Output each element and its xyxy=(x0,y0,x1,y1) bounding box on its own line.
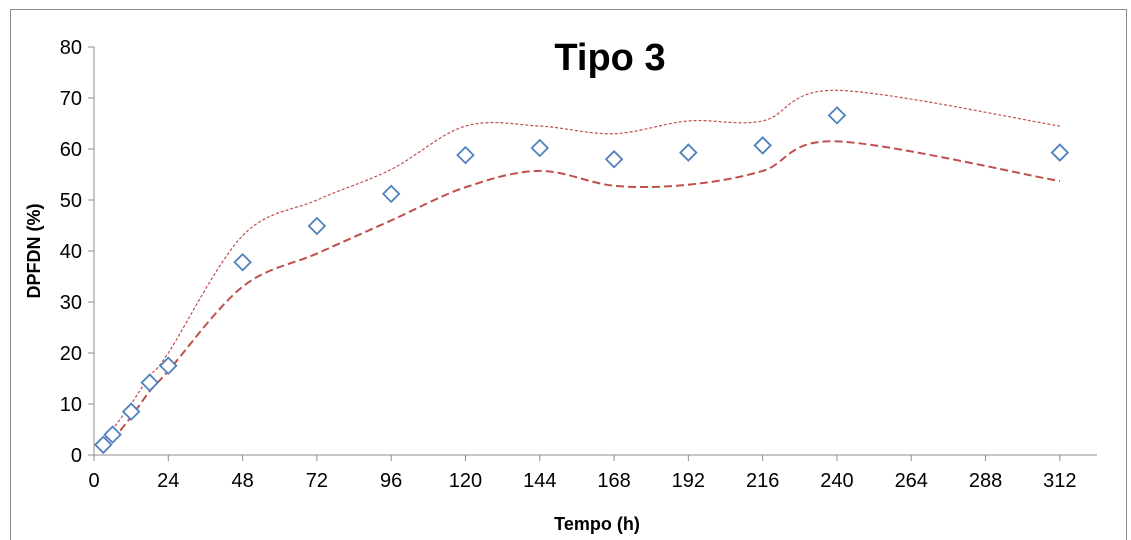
data-point xyxy=(307,216,327,236)
y-tick-label: 30 xyxy=(60,292,82,314)
series-points xyxy=(94,106,1070,455)
data-point xyxy=(530,138,550,158)
x-tick-label: 168 xyxy=(597,470,630,492)
data-point xyxy=(679,143,698,162)
series-lines xyxy=(102,89,1061,449)
data-point xyxy=(1050,143,1070,162)
y-tick-label: 70 xyxy=(60,88,82,110)
data-point xyxy=(604,149,624,169)
x-tick-label: 264 xyxy=(895,470,928,492)
x-tick-label: 0 xyxy=(88,470,99,492)
x-tick-label: 240 xyxy=(820,470,853,492)
x-tick-label: 216 xyxy=(746,470,779,492)
y-tick-label: 50 xyxy=(60,190,82,212)
y-tick-label: 80 xyxy=(60,37,82,59)
chart-area-border xyxy=(10,9,1127,540)
data-point xyxy=(94,435,113,455)
y-axis-title: DPFDN (%) xyxy=(24,204,44,299)
y-tick-label: 10 xyxy=(60,394,82,416)
series-line-1 xyxy=(102,89,1060,443)
data-point xyxy=(140,373,159,392)
data-point xyxy=(456,145,475,165)
x-tick-label: 312 xyxy=(1043,470,1076,492)
series-line-2 xyxy=(102,140,1061,449)
data-point xyxy=(827,106,847,125)
x-tick-label: 192 xyxy=(672,470,705,492)
y-tick-label: 20 xyxy=(60,343,82,365)
data-point xyxy=(121,402,141,421)
x-tick-label: 144 xyxy=(523,470,556,492)
x-tick-label: 72 xyxy=(306,470,328,492)
y-ticks: 0 10 20 30 40 50 60 70 80 xyxy=(60,37,94,467)
y-tick-label: 0 xyxy=(71,445,82,467)
x-tick-label: 288 xyxy=(969,470,1002,492)
data-point xyxy=(159,356,178,376)
x-axis-title: Tempo (h) xyxy=(554,514,640,534)
x-ticks: 0 24 48 72 96 120 144 168 192 216 240 264 288 312 xyxy=(88,455,1077,492)
x-tick-label: 48 xyxy=(231,470,253,492)
data-point xyxy=(753,136,772,155)
y-tick-label: 40 xyxy=(60,241,82,263)
axes xyxy=(93,47,1097,456)
chart-title: Tipo 3 xyxy=(554,37,665,79)
data-point xyxy=(233,252,252,272)
data-point xyxy=(381,184,401,204)
y-tick-label: 60 xyxy=(60,139,82,161)
data-point xyxy=(103,425,122,444)
x-tick-label: 24 xyxy=(157,470,179,492)
x-tick-label: 96 xyxy=(380,470,402,492)
x-tick-label: 120 xyxy=(449,470,482,492)
